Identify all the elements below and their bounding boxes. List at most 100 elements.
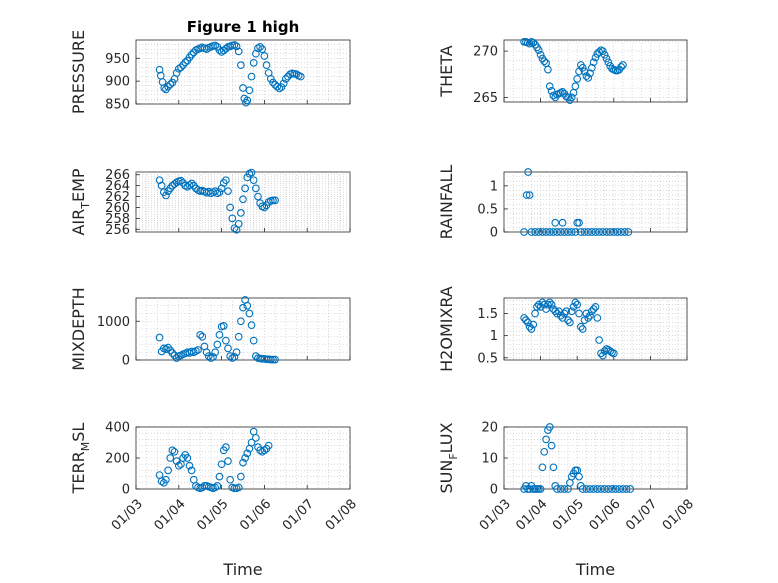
- data-point: [162, 345, 170, 354]
- data-point: [224, 457, 232, 465]
- data-point: [577, 228, 585, 236]
- data-point: [582, 485, 591, 493]
- data-point: [567, 307, 576, 316]
- data-point: [558, 218, 567, 227]
- data-point: [155, 333, 164, 342]
- data-point: [527, 325, 536, 333]
- y-tick-label: 258: [105, 212, 130, 227]
- data-point: [249, 59, 258, 67]
- data-point: [540, 57, 549, 66]
- x-axis-label: Time: [575, 560, 615, 579]
- data-point: [613, 228, 622, 236]
- data-point: [573, 300, 582, 309]
- data-point: [600, 50, 609, 59]
- data-point: [542, 435, 550, 444]
- data-point: [211, 483, 220, 492]
- data-point: [604, 58, 613, 67]
- data-point: [524, 168, 533, 176]
- data-point: [564, 228, 572, 236]
- data-point: [187, 50, 196, 59]
- data-point: [611, 485, 620, 493]
- y-tick-label: 850: [105, 98, 130, 113]
- grid-rainfall: [504, 172, 687, 232]
- y-axis-label: MIXDEPTH: [69, 287, 88, 370]
- data-point: [296, 72, 305, 81]
- data-point: [202, 45, 211, 53]
- data-point: [232, 42, 241, 51]
- y-tick-label: 200: [105, 452, 130, 467]
- data-point: [241, 454, 249, 462]
- subplot-rainfall: 0 0.5 1 RAINFALL: [437, 165, 688, 241]
- series-pressure: [155, 41, 305, 107]
- data-point: [239, 195, 247, 204]
- data-point: [269, 355, 277, 364]
- y-tick-label: 0: [490, 226, 498, 241]
- data-point: [615, 485, 624, 493]
- series-mixdepth: [155, 296, 279, 364]
- data-point: [230, 484, 239, 493]
- subplot-mixdepth: 0 1000 MIXDEPTH: [69, 287, 351, 371]
- data-point: [620, 228, 629, 236]
- data-point: [545, 423, 554, 431]
- data-point: [170, 447, 179, 456]
- data-point: [215, 330, 224, 339]
- data-point: [586, 69, 594, 78]
- data-point: [602, 54, 611, 63]
- data-point: [562, 307, 571, 316]
- y-tick-label: 20: [481, 421, 498, 436]
- data-point: [619, 61, 627, 69]
- y-tick-label: 0.5: [477, 351, 498, 366]
- subplot-pressure: 850 900 950 PRESSURE Figure 1 high: [69, 18, 351, 114]
- y-axis-label: THETA: [437, 45, 456, 97]
- data-point: [224, 187, 232, 195]
- data-point: [275, 84, 284, 93]
- data-point: [247, 321, 256, 329]
- data-point: [553, 228, 561, 236]
- data-point: [185, 461, 194, 470]
- data-point: [234, 219, 243, 228]
- data-point: [578, 325, 587, 333]
- data-point: [542, 305, 550, 313]
- data-point: [249, 176, 258, 185]
- data-point: [271, 196, 279, 205]
- data-point: [264, 441, 273, 450]
- y-axis-label: TERRMSL: [69, 423, 92, 495]
- data-point: [228, 214, 237, 223]
- data-point: [558, 87, 567, 96]
- y-tick-label: 1: [490, 179, 498, 194]
- data-point: [567, 93, 576, 102]
- data-point: [604, 485, 613, 493]
- y-tick-label: 0: [122, 483, 130, 498]
- data-point: [575, 309, 583, 318]
- data-point: [591, 228, 600, 236]
- data-point: [598, 351, 607, 360]
- data-point: [598, 228, 607, 236]
- data-point: [587, 63, 596, 72]
- data-point: [547, 441, 556, 450]
- data-point: [617, 228, 625, 236]
- data-point: [162, 191, 170, 200]
- data-point: [187, 466, 196, 475]
- data-point: [245, 86, 254, 95]
- y-tick-label: 10: [481, 452, 498, 467]
- data-point: [237, 209, 245, 217]
- data-point: [578, 63, 587, 72]
- data-point: [217, 460, 226, 469]
- data-point: [247, 438, 256, 447]
- data-point: [254, 192, 262, 201]
- data-point: [575, 218, 583, 227]
- data-point: [586, 311, 594, 320]
- data-point: [260, 446, 269, 455]
- grid-theta: [504, 40, 687, 102]
- data-point: [536, 50, 545, 59]
- data-point: [542, 228, 550, 236]
- data-point: [571, 298, 580, 307]
- y-tick-label: 1: [490, 329, 498, 344]
- data-point: [183, 454, 192, 462]
- data-point: [567, 228, 576, 236]
- plot-area-pressure: [135, 39, 351, 105]
- y-tick-label: 0: [122, 354, 130, 369]
- data-point: [609, 228, 618, 236]
- data-point: [551, 307, 560, 316]
- data-point: [520, 228, 528, 236]
